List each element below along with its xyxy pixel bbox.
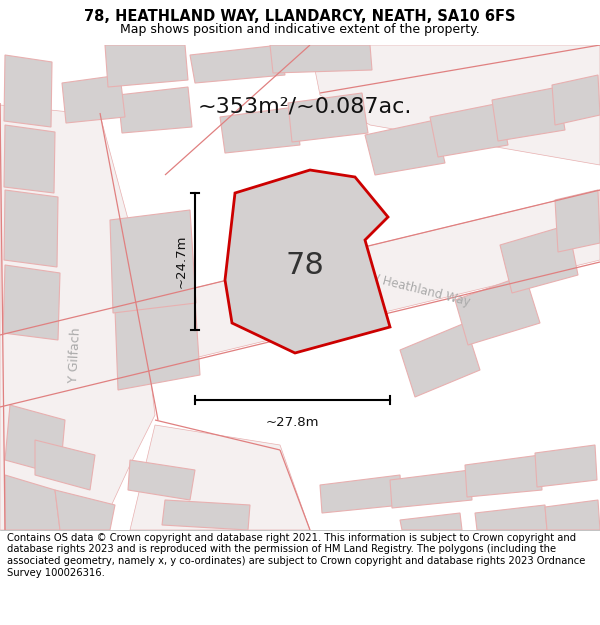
Polygon shape — [0, 190, 600, 405]
Polygon shape — [3, 265, 60, 340]
Text: Ffordd Rhostir / Heathland Way: Ffordd Rhostir / Heathland Way — [289, 251, 471, 309]
Polygon shape — [118, 87, 192, 133]
Polygon shape — [390, 470, 472, 508]
Polygon shape — [455, 275, 540, 345]
Polygon shape — [35, 440, 95, 490]
Text: 78, HEATHLAND WAY, LLANDARCY, NEATH, SA10 6FS: 78, HEATHLAND WAY, LLANDARCY, NEATH, SA1… — [84, 9, 516, 24]
Text: ~353m²/~0.087ac.: ~353m²/~0.087ac. — [198, 97, 412, 117]
Polygon shape — [552, 75, 600, 125]
Polygon shape — [55, 490, 115, 530]
Polygon shape — [110, 210, 196, 313]
Polygon shape — [288, 93, 368, 142]
Polygon shape — [310, 45, 600, 165]
Polygon shape — [492, 87, 565, 141]
Polygon shape — [225, 170, 390, 353]
Polygon shape — [555, 190, 600, 252]
Polygon shape — [465, 455, 542, 497]
Polygon shape — [400, 323, 480, 397]
Polygon shape — [270, 45, 372, 73]
Polygon shape — [430, 103, 508, 157]
Polygon shape — [190, 45, 285, 83]
Polygon shape — [105, 45, 188, 87]
Polygon shape — [365, 120, 445, 175]
Polygon shape — [5, 405, 65, 475]
Text: ~27.8m: ~27.8m — [266, 416, 319, 429]
Polygon shape — [62, 75, 125, 123]
Polygon shape — [545, 500, 600, 530]
Polygon shape — [5, 475, 60, 530]
Polygon shape — [535, 445, 597, 487]
Text: Map shows position and indicative extent of the property.: Map shows position and indicative extent… — [120, 23, 480, 36]
Polygon shape — [4, 125, 55, 193]
Polygon shape — [475, 505, 547, 530]
Polygon shape — [162, 500, 250, 530]
Text: Contains OS data © Crown copyright and database right 2021. This information is : Contains OS data © Crown copyright and d… — [7, 533, 586, 578]
Polygon shape — [500, 225, 578, 293]
Polygon shape — [115, 300, 200, 390]
Polygon shape — [0, 105, 155, 530]
Polygon shape — [128, 460, 195, 500]
Polygon shape — [4, 55, 52, 127]
Polygon shape — [220, 107, 300, 153]
Text: Y Gilfach: Y Gilfach — [67, 327, 83, 383]
Polygon shape — [320, 475, 402, 513]
Polygon shape — [400, 513, 462, 530]
Text: 78: 78 — [286, 251, 325, 279]
Polygon shape — [4, 190, 58, 267]
Polygon shape — [130, 425, 310, 530]
Text: ~24.7m: ~24.7m — [175, 235, 187, 288]
